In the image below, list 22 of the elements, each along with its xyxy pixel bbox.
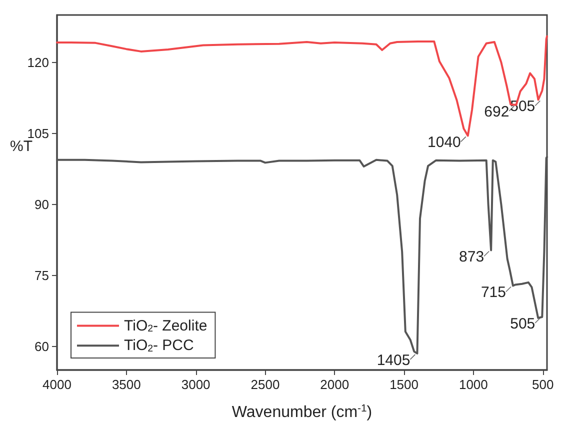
- annotation: 692: [484, 103, 510, 120]
- legend-label: TiO2- PCC: [124, 337, 194, 354]
- x-tick-label: 2000: [320, 377, 350, 392]
- annotation: 873: [459, 248, 484, 266]
- line-series: [56, 156, 548, 354]
- x-tick-label: 3500: [112, 377, 141, 392]
- y-tick-label: 120: [27, 54, 49, 70]
- legend-label: TiO2- Zeolite: [124, 317, 208, 335]
- x-tick-label: 1500: [390, 377, 418, 392]
- x-tick-label: 2500: [250, 377, 280, 392]
- x-tick-label: 1000: [458, 377, 488, 392]
- line-series: [56, 35, 548, 137]
- x-tick-label: 3000: [181, 377, 210, 392]
- y-tick-label: 60: [34, 338, 49, 354]
- x-tick-label: 4000: [42, 377, 72, 392]
- annotation: 1040: [428, 134, 461, 152]
- y-tick-label: 90: [34, 196, 49, 212]
- annotation: 1405: [376, 352, 410, 369]
- annotation: 505: [510, 315, 536, 332]
- x-tick-label: 500: [532, 377, 554, 392]
- y-tick-label: 75: [34, 268, 49, 283]
- annotation: 715: [480, 284, 506, 302]
